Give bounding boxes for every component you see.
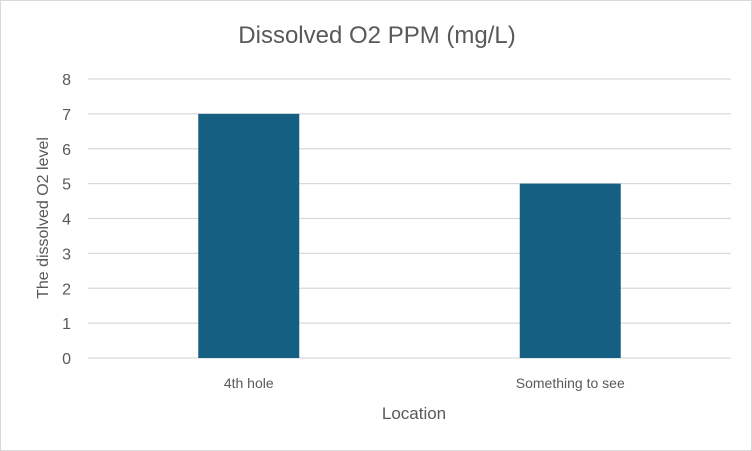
bar [198, 113, 300, 358]
y-tick-label: 6 [62, 142, 71, 159]
y-tick-label: 0 [62, 351, 71, 368]
x-tick-label: 4th hole [224, 375, 274, 391]
y-tick-label: 8 [62, 72, 71, 89]
y-tick-label: 3 [62, 246, 71, 263]
x-axis-label: Location [382, 404, 446, 423]
y-tick-label: 4 [62, 212, 71, 229]
y-tick-label: 2 [62, 281, 71, 298]
y-tick-label: 1 [62, 316, 71, 333]
bar [519, 183, 621, 358]
y-axis-label: The dissolved O2 level [35, 137, 52, 299]
y-tick-label: 7 [62, 107, 71, 124]
chart-title: Dissolved O2 PPM (mg/L) [238, 22, 515, 49]
y-tick-label: 5 [62, 177, 71, 194]
x-tick-label: Something to see [516, 375, 625, 391]
